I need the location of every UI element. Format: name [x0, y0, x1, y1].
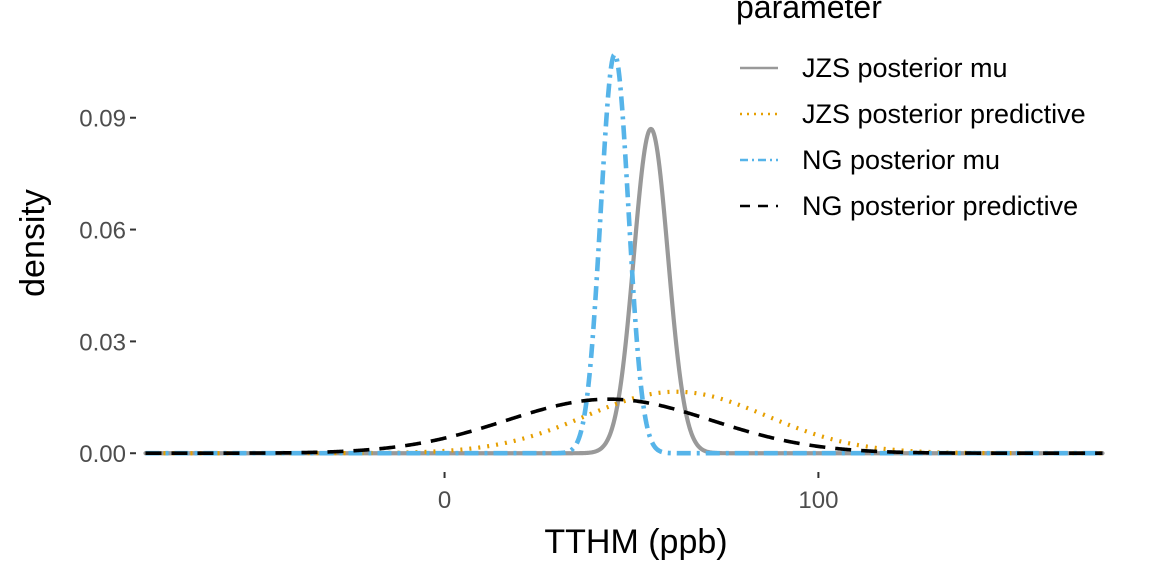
x-tick-label: 100 — [798, 487, 838, 514]
legend-label-1: JZS posterior mu — [802, 53, 1008, 83]
x-axis: 0 100 — [438, 472, 838, 514]
series-line-1 — [143, 126, 1105, 456]
series-line-4 — [144, 397, 1104, 456]
series-line-2 — [144, 389, 1104, 456]
legend-label-4: NG posterior predictive — [802, 191, 1078, 221]
legend-label-2: JZS posterior predictive — [802, 99, 1086, 129]
y-tick-label: 0.00 — [79, 441, 126, 468]
y-tick-label: 0.06 — [79, 218, 126, 245]
y-tick-label: 0.03 — [79, 329, 126, 356]
x-tick-label: 0 — [438, 487, 451, 514]
y-axis-title: density — [14, 189, 52, 297]
y-tick-label: 0.09 — [79, 106, 126, 133]
y-axis: 0.00 0.03 0.06 0.09 — [79, 106, 136, 468]
legend-title: parameter — [736, 0, 882, 25]
x-axis-title: TTHM (ppb) — [544, 523, 727, 561]
legend: parameter JZS posterior mu JZS posterior … — [736, 0, 1086, 221]
plot-area — [143, 52, 1105, 456]
legend-label-3: NG posterior mu — [802, 145, 1000, 175]
